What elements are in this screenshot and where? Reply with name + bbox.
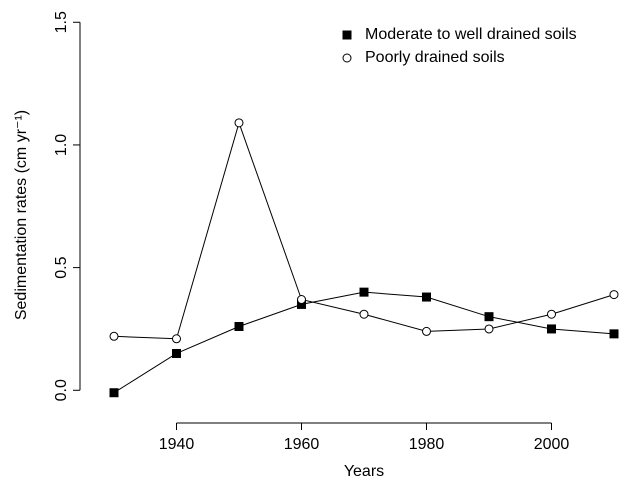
data-point xyxy=(109,331,119,341)
series-line xyxy=(113,121,615,340)
y-tick-label: 0.0 xyxy=(53,379,70,401)
data-point xyxy=(547,324,556,334)
x-axis-label: Years xyxy=(344,463,384,480)
series-line xyxy=(113,291,615,394)
data-point xyxy=(234,321,244,331)
x-tick-label: 1960 xyxy=(284,436,320,453)
data-point xyxy=(484,312,494,322)
data-point xyxy=(422,326,431,336)
data-point xyxy=(297,295,306,305)
data-point xyxy=(172,334,181,344)
data-point xyxy=(422,292,431,302)
x-tick-label: 1980 xyxy=(409,436,445,453)
data-point xyxy=(234,118,244,128)
y-tick-label: 0.5 xyxy=(53,256,70,278)
data-point xyxy=(484,324,494,334)
data-point xyxy=(547,309,556,319)
data-point xyxy=(609,329,619,339)
data-point xyxy=(609,290,619,300)
legend-marker xyxy=(342,30,352,40)
data-point xyxy=(109,388,119,398)
y-tick-label: 1.5 xyxy=(53,11,70,33)
legend-label: Poorly drained soils xyxy=(365,49,505,66)
legend-marker xyxy=(342,53,352,63)
y-axis-label: Sedimentation rates (cm yr⁻¹) xyxy=(13,110,30,320)
y-tick-label: 1.0 xyxy=(53,134,70,156)
data-point xyxy=(172,348,181,358)
data-point xyxy=(359,309,369,319)
data-point xyxy=(297,299,306,309)
x-tick-label: 1940 xyxy=(159,436,195,453)
legend-label: Moderate to well drained soils xyxy=(365,26,577,43)
x-tick-label: 2000 xyxy=(534,436,570,453)
data-point xyxy=(359,287,369,297)
